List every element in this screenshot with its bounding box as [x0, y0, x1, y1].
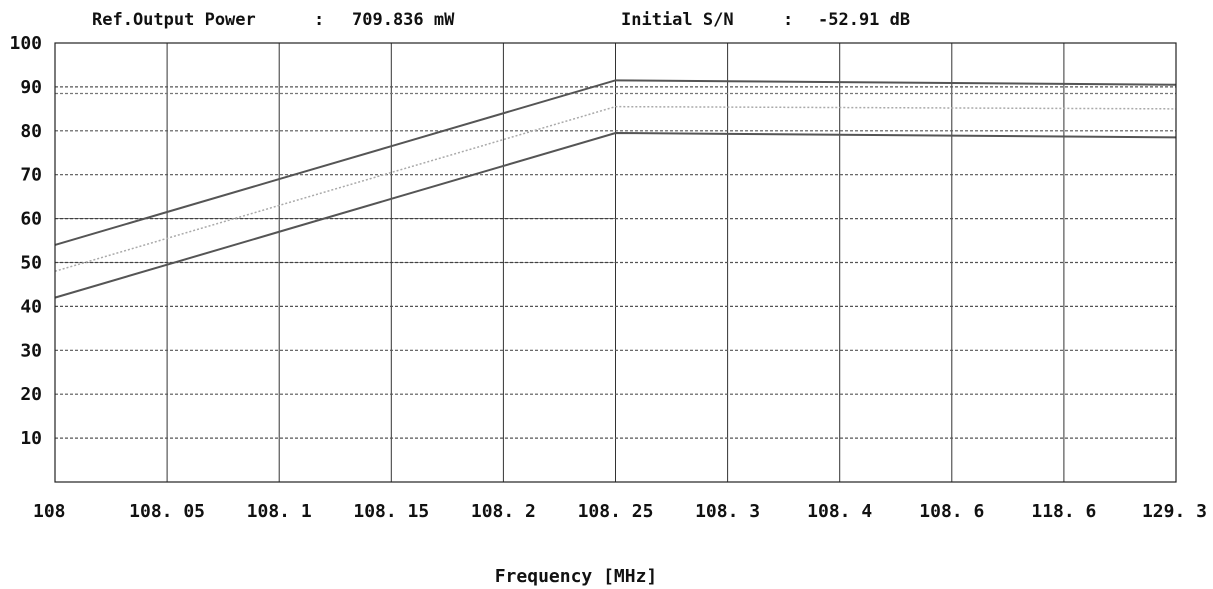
series-lines — [54, 79, 1177, 299]
series-line-2 — [54, 105, 1177, 272]
x-tick-label: 129. 3 — [1142, 501, 1207, 522]
ref-output-power-label: Ref.Output Power — [92, 10, 256, 30]
y-tick-label: 30 — [20, 340, 42, 361]
x-tick-label: 108. 6 — [919, 501, 984, 522]
ref-output-power-separator: : — [314, 10, 325, 30]
x-tick-label: 108. 05 — [129, 501, 205, 522]
x-axis-title: Frequency [MHz] — [495, 566, 658, 587]
y-tick-label: 60 — [20, 209, 42, 230]
y-tick-label: 100 — [9, 33, 42, 54]
y-tick-label: 90 — [20, 77, 42, 98]
initial-sn-separator: : — [783, 10, 794, 30]
chart-header: Ref.Output Power : 709.836 mW Initial S/… — [0, 0, 1213, 40]
initial-sn-label: Initial S/N — [621, 10, 734, 30]
series-line-3 — [54, 131, 1177, 299]
y-tick-label: 40 — [20, 296, 42, 317]
x-tick-label: 108. 2 — [471, 501, 536, 522]
y-tick-label: 20 — [20, 384, 42, 405]
y-axis-ticks: 100 90 80 70 60 50 40 30 20 10 — [9, 33, 42, 449]
x-tick-label: 108 — [33, 501, 66, 522]
x-tick-label: 108. 4 — [807, 501, 872, 522]
y-tick-label: 50 — [20, 253, 42, 274]
ref-output-power-value: 709.836 mW — [352, 10, 455, 30]
plot-area-frame — [54, 42, 1177, 483]
y-tick-label: 80 — [20, 121, 42, 142]
x-tick-label: 108. 3 — [695, 501, 760, 522]
x-tick-label: 118. 6 — [1031, 501, 1096, 522]
initial-sn-value: -52.91 dB — [818, 10, 911, 30]
series-line-1 — [54, 79, 1177, 246]
x-tick-label: 108. 1 — [247, 501, 312, 522]
x-tick-label: 108. 15 — [353, 501, 429, 522]
y-tick-label: 70 — [20, 165, 42, 186]
x-tick-label: 108. 25 — [578, 501, 654, 522]
reference-lines — [55, 92, 1176, 263]
x-axis-ticks: 108 108. 05 108. 1 108. 15 108. 2 108. 25 108.… — [33, 501, 1207, 522]
y-tick-label: 10 — [20, 428, 42, 449]
